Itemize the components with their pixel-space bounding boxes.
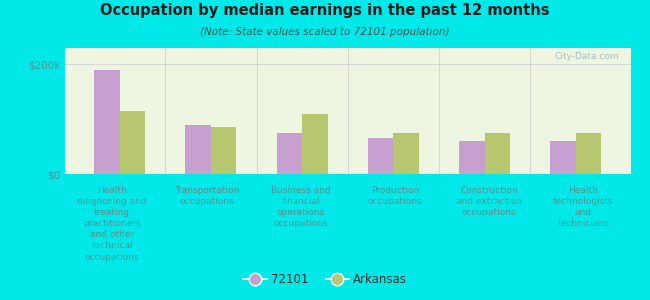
Text: Production
occupations: Production occupations	[367, 186, 422, 206]
Bar	[302, 114, 328, 174]
Text: Transportation
occupations: Transportation occupations	[174, 186, 239, 206]
Bar	[277, 133, 302, 174]
Legend: 72101, Arkansas: 72101, Arkansas	[239, 269, 411, 291]
Text: Health
technologists
and
technicians: Health technologists and technicians	[553, 186, 614, 228]
Bar	[393, 133, 419, 174]
Bar	[551, 141, 576, 174]
Text: Occupation by median earnings in the past 12 months: Occupation by median earnings in the pas…	[100, 3, 550, 18]
Bar	[484, 133, 510, 174]
Bar	[576, 133, 601, 174]
Bar	[368, 138, 393, 174]
Bar	[185, 125, 211, 174]
Bar	[94, 70, 120, 174]
Text: Business and
financial
operations
occupations: Business and financial operations occupa…	[271, 186, 330, 228]
Text: City-Data.com: City-Data.com	[554, 52, 619, 61]
Text: Construction
and extraction
occupations: Construction and extraction occupations	[456, 186, 522, 217]
Text: (Note: State values scaled to 72101 population): (Note: State values scaled to 72101 popu…	[200, 27, 450, 37]
Bar	[459, 141, 484, 174]
Bar	[211, 128, 237, 174]
Bar	[120, 111, 145, 174]
Text: Health
diagnosing and
treating
practitioners
and other
technical
occupations: Health diagnosing and treating practitio…	[77, 186, 147, 262]
